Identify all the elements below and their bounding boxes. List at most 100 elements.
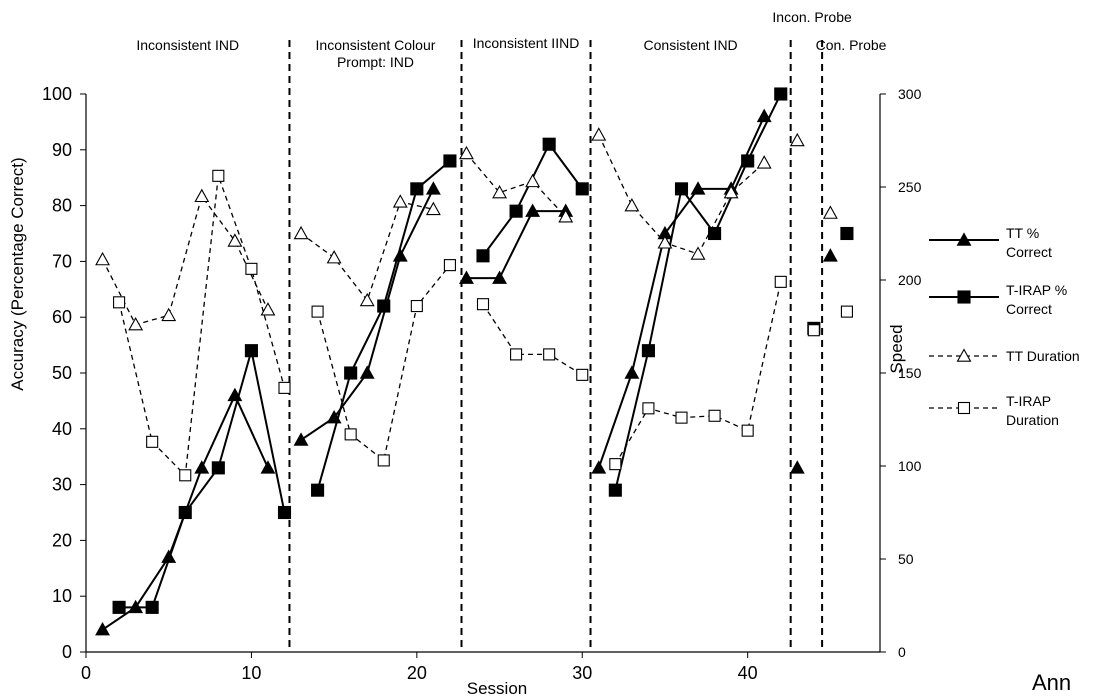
data-point-t-irap-duration (113, 296, 126, 309)
phase-label: Consistent IND (644, 37, 738, 53)
data-point-tt-duration (591, 127, 607, 141)
phase-label: Inconsistent IIND (473, 35, 580, 51)
legend-label: T-IRAP Duration (1006, 393, 1059, 428)
y2-tick-label: 200 (898, 272, 922, 288)
data-point-t-irap-correct (476, 249, 490, 263)
x-tick-label: 30 (572, 663, 592, 683)
y-axis-title: Accuracy (Percentage Correct) (8, 157, 27, 390)
y-tick-label: 70 (52, 251, 72, 271)
data-point-tt-duration (492, 184, 507, 199)
data-point-tt-duration (194, 188, 210, 203)
y-tick-label: 60 (52, 307, 72, 327)
data-point-t-irap-duration (377, 454, 390, 467)
data-point-t-irap-correct (542, 137, 556, 151)
y-tick-label: 100 (42, 84, 72, 104)
series-line-tt-duration (598, 134, 765, 255)
data-point-t-irap-duration (609, 458, 622, 471)
legend-marker-t-irap-correct (957, 290, 971, 304)
legend-label: TT Duration (1006, 348, 1080, 364)
data-point-t-irap-correct (277, 505, 292, 520)
data-point-t-irap-duration (576, 368, 589, 381)
data-point-tt-correct (459, 270, 474, 284)
series-line-t-irap-correct (119, 350, 286, 609)
data-point-tt-duration (789, 132, 805, 147)
data-point-t-irap-correct (840, 226, 854, 241)
data-point-tt-duration (822, 205, 838, 219)
y2-tick-label: 0 (898, 644, 906, 660)
phase-label-line: Consistent IND (644, 37, 738, 53)
data-point-t-irap-duration (146, 435, 159, 448)
phase-label: Incon. Probe (772, 9, 852, 25)
series-line-t-irap-duration (482, 303, 583, 376)
series-tt-duration (95, 127, 838, 331)
data-point-tt-correct (260, 460, 276, 474)
series-t-irap-duration (113, 169, 853, 482)
data-point-tt-duration (326, 250, 342, 264)
legend-item-tt-correct: TT % Correct (929, 225, 1052, 260)
data-point-t-irap-duration (245, 262, 258, 275)
y2-axis-title: Speed (887, 324, 906, 373)
corner-note: Ann (1032, 670, 1071, 695)
data-point-tt-duration (525, 173, 541, 188)
data-point-tt-correct (624, 365, 640, 379)
y2-tick-label: 250 (898, 179, 922, 195)
phase-label-line: Inconsistent IND (136, 37, 239, 53)
data-point-tt-duration (459, 145, 474, 160)
y-tick-label: 50 (52, 363, 72, 383)
data-point-tt-correct (525, 203, 541, 217)
legend-label-line: Correct (1006, 301, 1052, 317)
data-point-tt-correct (789, 460, 805, 474)
data-point-tt-correct (359, 365, 375, 379)
legend-marker-tt-correct (956, 232, 972, 246)
series-line-tt-correct (597, 115, 766, 469)
data-point-tt-correct (690, 181, 706, 195)
data-point-t-irap-correct (112, 600, 126, 614)
y-tick-label: 80 (52, 196, 72, 216)
data-point-tt-duration (128, 317, 144, 331)
legend-label-line: T-IRAP % (1006, 282, 1067, 298)
data-point-t-irap-duration (344, 428, 357, 441)
series-tt-correct (95, 108, 838, 636)
data-point-tt-duration (95, 251, 110, 266)
data-point-t-irap-duration (675, 411, 688, 424)
x-tick-label: 40 (738, 663, 758, 683)
data-point-t-irap-duration (476, 298, 490, 311)
data-point-t-irap-duration (179, 469, 192, 482)
series-line-tt-duration (300, 201, 434, 302)
data-point-t-irap-correct (674, 182, 689, 196)
data-point-t-irap-duration (311, 305, 324, 318)
legend-label-line: TT % (1006, 225, 1039, 241)
data-point-t-irap-correct (211, 461, 225, 475)
legend-label-line: Duration (1006, 412, 1059, 428)
series-line-tt-duration (465, 153, 567, 218)
data-point-t-irap-correct (178, 505, 192, 520)
data-point-tt-duration (260, 302, 276, 316)
data-point-tt-duration (227, 233, 243, 247)
series-line-t-irap-correct (614, 93, 782, 491)
data-point-tt-correct (591, 460, 607, 474)
data-point-t-irap-duration (410, 299, 423, 313)
data-point-t-irap-duration (278, 381, 291, 394)
series-line-t-irap-duration (316, 264, 451, 462)
data-point-tt-duration (425, 201, 441, 216)
data-point-tt-duration (657, 235, 673, 249)
data-point-t-irap-duration (642, 402, 655, 415)
data-point-tt-duration (624, 197, 640, 212)
series-line-t-irap-duration (118, 175, 286, 477)
y-tick-label: 40 (52, 419, 72, 439)
phase-label: Inconsistent Colour Prompt: IND (316, 37, 436, 70)
data-point-t-irap-duration (543, 348, 556, 361)
data-point-t-irap-duration (510, 348, 523, 361)
data-point-tt-correct (194, 460, 210, 474)
y-tick-label: 20 (52, 530, 72, 550)
data-point-tt-duration (558, 209, 574, 223)
x-tick-label: 0 (81, 663, 91, 683)
legend-label-line: T-IRAP (1006, 393, 1051, 409)
legend-item-t-irap-duration: T-IRAP Duration (929, 393, 1059, 428)
phase-label-line: Incon. Probe (772, 9, 852, 25)
data-point-t-irap-duration (708, 409, 721, 422)
data-point-t-irap-correct (244, 344, 258, 358)
data-point-t-irap-duration (741, 424, 754, 437)
phase-label-line: Prompt: IND (337, 54, 414, 70)
